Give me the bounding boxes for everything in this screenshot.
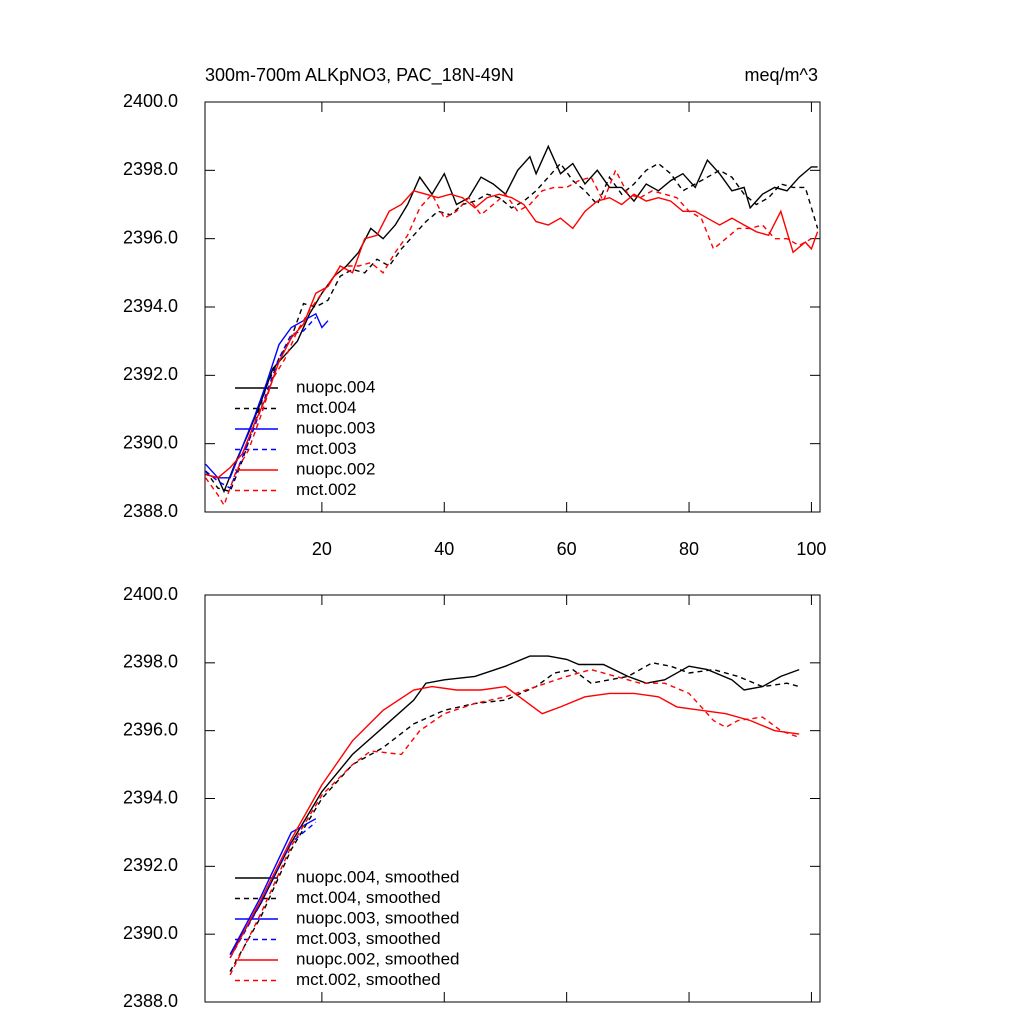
y-tick-label: 2396.0 [123, 719, 178, 739]
units-label: meq/m^3 [745, 65, 818, 85]
series-line [205, 144, 818, 494]
x-tick-label: 80 [679, 539, 699, 559]
y-tick-label: 2394.0 [123, 296, 178, 316]
x-tick-label: 100 [796, 539, 826, 559]
series-line [205, 168, 812, 507]
legend-label: mct.003 [296, 439, 356, 458]
legend-label: mct.002, smoothed [296, 970, 441, 989]
y-tick-label: 2390.0 [123, 923, 178, 943]
series-line [205, 316, 317, 490]
y-tick-label: 2400.0 [123, 91, 178, 111]
legend-label: nuopc.003 [296, 418, 375, 437]
series-line [229, 821, 317, 959]
y-tick-label: 2392.0 [123, 364, 178, 384]
series-line [205, 190, 819, 479]
legend-label: mct.002 [296, 480, 356, 499]
series-line [229, 668, 800, 976]
series-line [229, 655, 800, 955]
series-line [229, 818, 317, 955]
legend-label: mct.004 [296, 398, 356, 417]
y-tick-label: 2388.0 [123, 991, 178, 1011]
legend-label: mct.003, smoothed [296, 929, 441, 948]
legend-label: nuopc.002 [296, 459, 375, 478]
series-line [205, 162, 819, 493]
legend-label: mct.004, smoothed [296, 888, 441, 907]
legend-label: nuopc.004 [296, 377, 375, 396]
x-tick-label: 40 [434, 539, 454, 559]
y-tick-label: 2398.0 [123, 652, 178, 672]
y-tick-label: 2394.0 [123, 787, 178, 807]
legend-label: nuopc.002, smoothed [296, 949, 460, 968]
y-tick-label: 2388.0 [123, 501, 178, 521]
series-line [229, 685, 800, 959]
y-tick-label: 2400.0 [123, 584, 178, 604]
chart-title: 300m-700m ALKpNO3, PAC_18N-49N [205, 65, 514, 86]
legend-label: nuopc.004, smoothed [296, 867, 460, 886]
y-tick-label: 2392.0 [123, 855, 178, 875]
y-tick-label: 2396.0 [123, 227, 178, 247]
legend-label: nuopc.003, smoothed [296, 908, 460, 927]
x-tick-label: 60 [557, 539, 577, 559]
y-tick-label: 2398.0 [123, 159, 178, 179]
series-line [205, 312, 329, 479]
y-tick-label: 2390.0 [123, 432, 178, 452]
x-tick-label: 20 [312, 539, 332, 559]
